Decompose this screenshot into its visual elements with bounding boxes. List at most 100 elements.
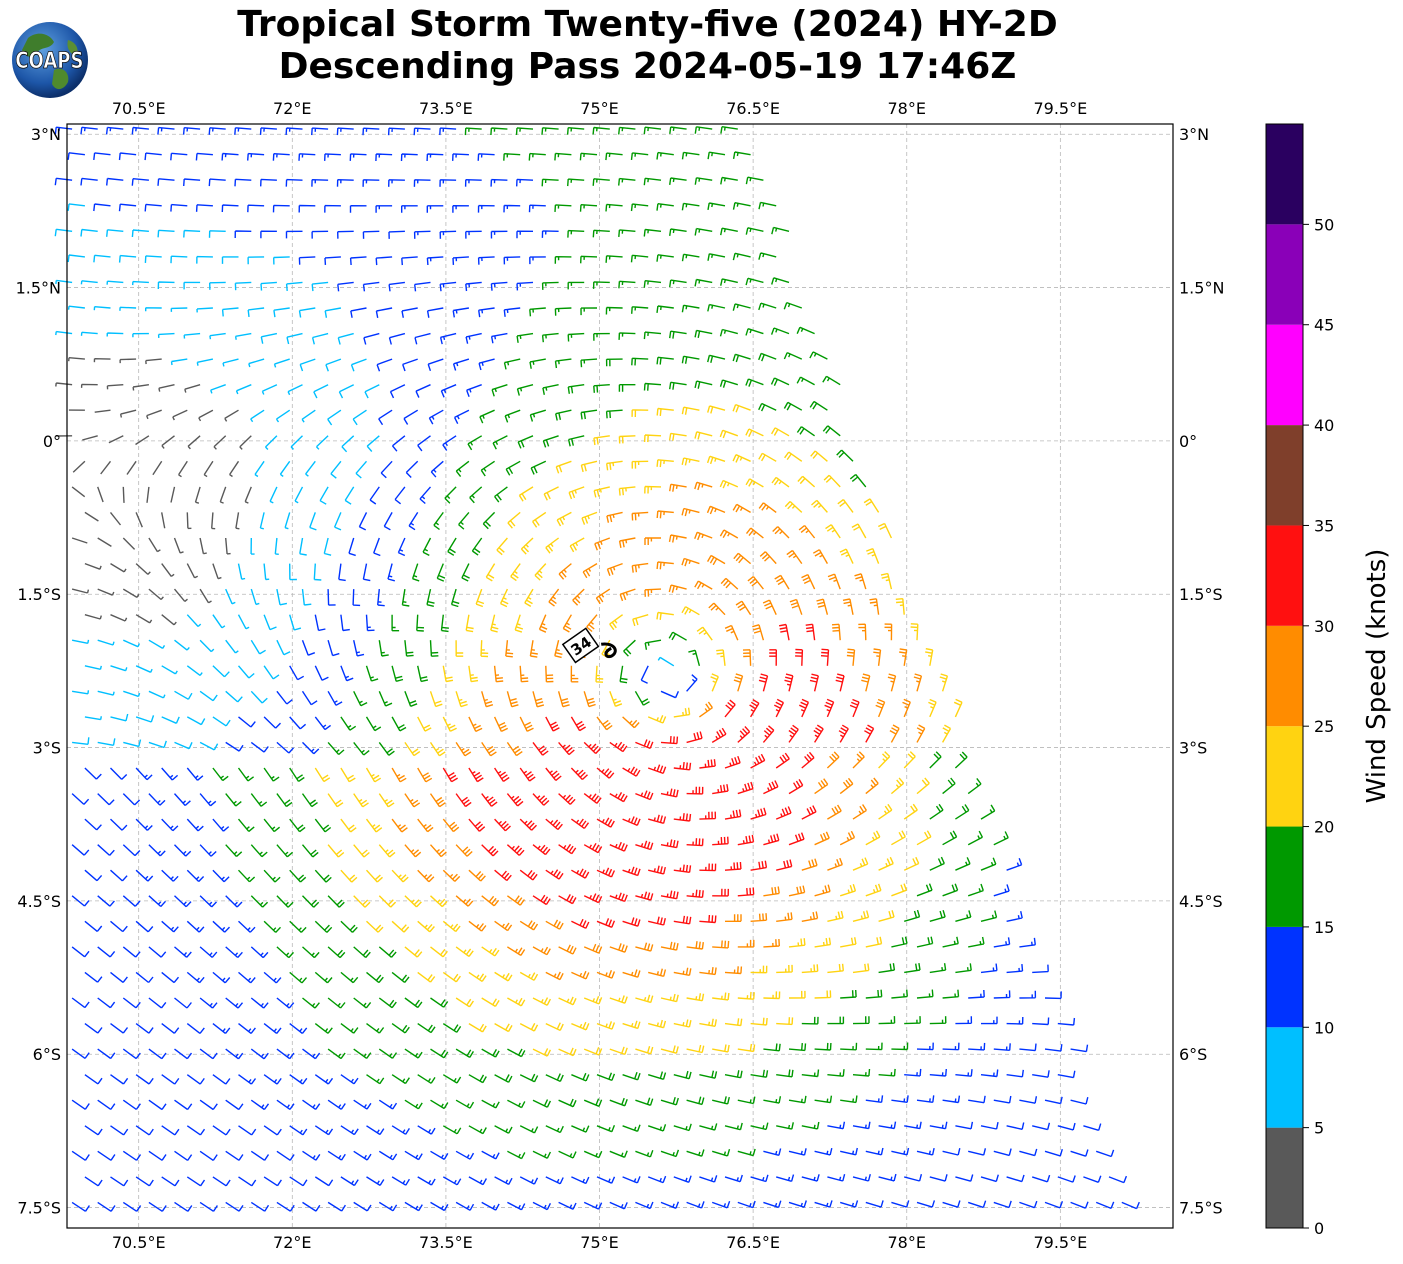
wind-barb (865, 830, 881, 846)
wind-barb (644, 588, 662, 597)
wind-barb (404, 1099, 423, 1110)
wind-barb (712, 888, 729, 897)
wind-barb (199, 690, 218, 702)
wind-barb (814, 1095, 833, 1104)
wind-barb (596, 867, 616, 878)
wind-barb (605, 358, 623, 367)
lon-tick-label: 79.5°E (1033, 1233, 1087, 1252)
wind-barb (311, 230, 329, 239)
wind-barb (429, 844, 447, 858)
wind-barb (250, 895, 269, 908)
wind-barb (199, 1099, 218, 1111)
lat-tick-label: 1.5°N (16, 279, 61, 298)
wind-barb (737, 1043, 756, 1053)
wind-barb (263, 716, 281, 729)
wind-barb (699, 967, 717, 976)
wind-barb (221, 204, 239, 213)
wind-barb (363, 332, 380, 345)
wind-barb (314, 614, 326, 632)
wind-barb (532, 793, 550, 806)
wind-barb (186, 971, 205, 984)
wind-barb (580, 358, 598, 368)
wind-barb (745, 428, 764, 438)
wind-barb (199, 741, 219, 751)
wind-barb (148, 997, 167, 1009)
wind-barb (290, 435, 303, 450)
wind-barb (199, 639, 215, 653)
wind-barb (865, 1200, 884, 1208)
wind-barb (261, 384, 278, 395)
wind-barb (733, 552, 752, 565)
wind-barb (105, 126, 124, 135)
wind-barb (324, 256, 341, 265)
wind-barb (809, 400, 828, 411)
wind-barb (567, 229, 585, 238)
wind-barb (669, 381, 687, 390)
colorbar-tick-label: 5 (1314, 1119, 1324, 1138)
wind-barb (148, 1099, 167, 1111)
wind-barb (846, 648, 856, 666)
wind-barb (411, 563, 420, 582)
wind-barb (1095, 1149, 1115, 1158)
wind-barb (285, 230, 303, 239)
wind-barb (186, 869, 205, 882)
lat-tick-label: 6°S (33, 1045, 61, 1064)
wind-barb (656, 459, 674, 468)
wind-barb (186, 1125, 206, 1136)
wind-barb (468, 716, 483, 733)
wind-barb (349, 256, 367, 266)
wind-barb (71, 895, 90, 907)
wind-barb (801, 1016, 819, 1025)
wind-barb (571, 970, 590, 980)
wind-barb (468, 1125, 487, 1135)
wind-barb (707, 253, 726, 261)
wind-barb (263, 1176, 282, 1187)
wind-barb (622, 716, 640, 729)
wind-barb (635, 1201, 654, 1210)
wind-barb (254, 460, 265, 478)
wind-barb (250, 1099, 270, 1111)
wind-barb (375, 256, 393, 266)
wind-barb (858, 623, 867, 641)
wind-barb (724, 861, 742, 871)
wind-barb (635, 994, 654, 1004)
wind-barb (1006, 1174, 1025, 1183)
wind-barb (494, 1176, 513, 1186)
wind-barb (122, 946, 141, 958)
wind-barb (866, 547, 880, 564)
wind-barb (238, 971, 256, 984)
wind-barb (426, 307, 444, 318)
wind-barb (605, 203, 623, 212)
wind-barb (762, 599, 777, 615)
wind-barb (673, 1123, 692, 1132)
wind-barb (993, 1200, 1012, 1209)
wind-barb (276, 793, 293, 808)
wind-barb (891, 989, 908, 999)
wind-barb (388, 281, 405, 292)
wind-barb (635, 942, 654, 952)
wind-barb (668, 631, 687, 641)
wind-barb (595, 588, 611, 605)
wind-barb (783, 301, 803, 310)
wind-barb (122, 1099, 141, 1110)
wind-barb (170, 152, 188, 161)
wind-barb (84, 716, 102, 721)
storm-label-box (561, 627, 600, 664)
wind-barb (810, 450, 828, 462)
wind-barb (301, 793, 318, 808)
wind-barb (84, 1176, 103, 1187)
wind-barb (366, 435, 380, 452)
wind-barb (698, 701, 713, 718)
wind-barb (776, 1069, 794, 1078)
wind-barb (630, 203, 649, 212)
wind-barb (250, 1201, 270, 1212)
wind-barb (758, 252, 777, 260)
wind-barb (719, 429, 739, 439)
wind-barb (260, 332, 278, 344)
wind-barb (199, 588, 212, 604)
wind-barb (1044, 1148, 1063, 1157)
wind-barb (161, 971, 180, 984)
wind-barb (839, 548, 854, 564)
wind-barb (538, 614, 548, 633)
wind-barb (71, 1150, 90, 1161)
